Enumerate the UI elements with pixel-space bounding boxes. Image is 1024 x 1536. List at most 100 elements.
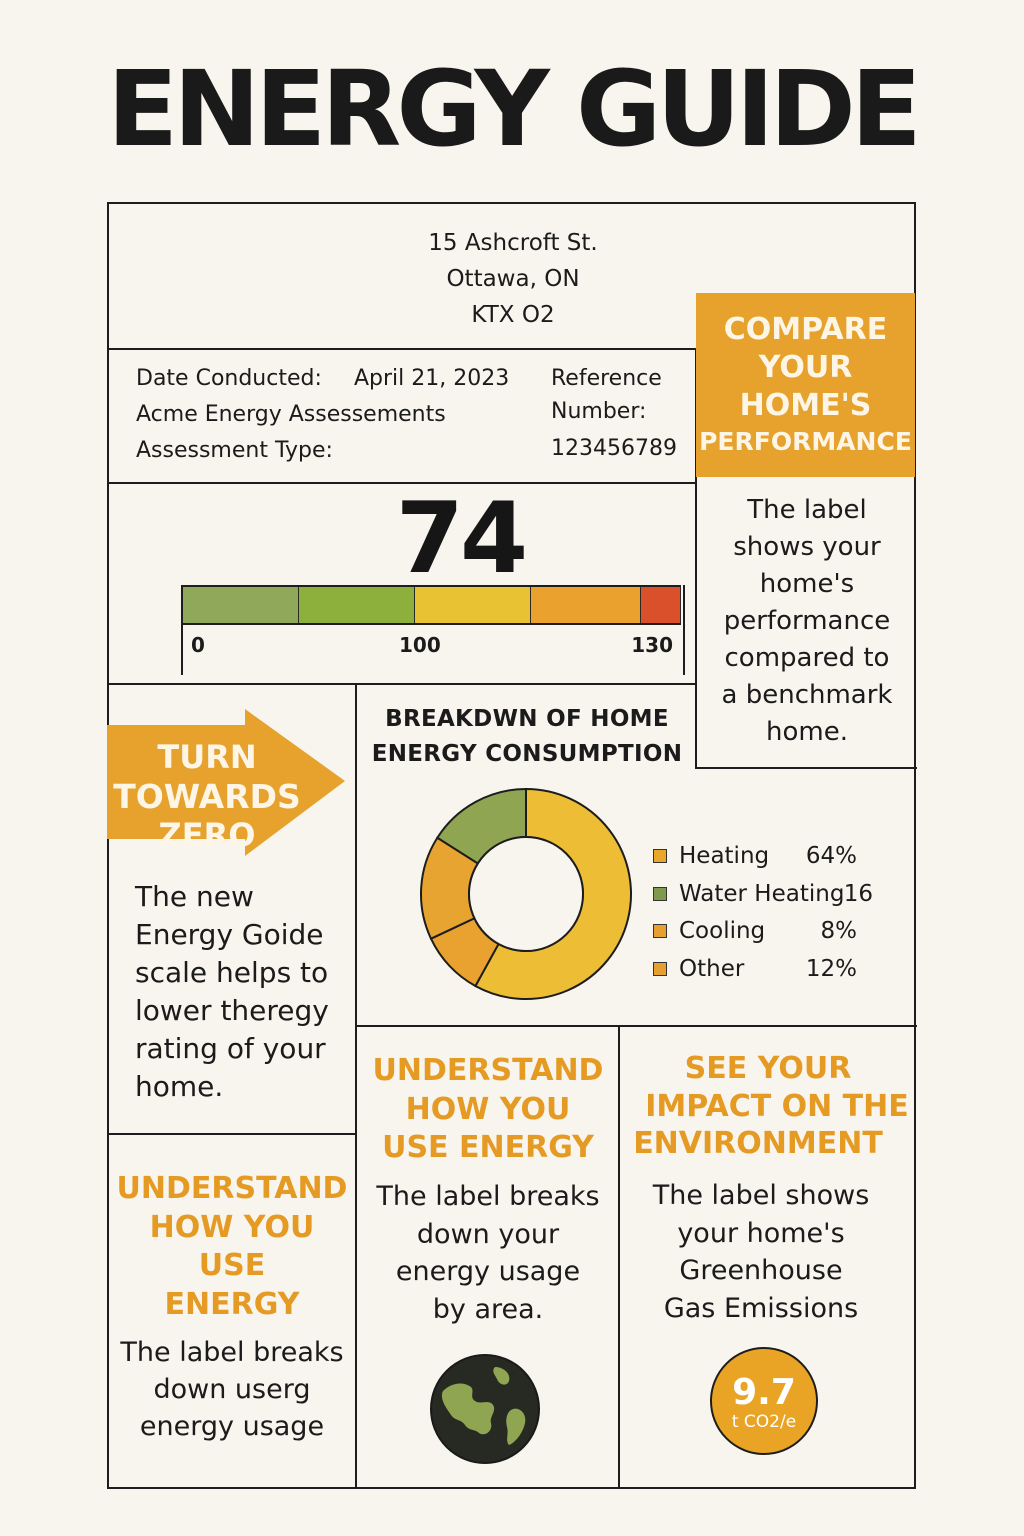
- divider: [695, 348, 697, 769]
- scale-segment: [299, 587, 415, 623]
- text-line: Gas Emissions: [663, 1292, 859, 1324]
- turn-line: The new: [135, 880, 254, 913]
- date-value: April 21, 2023: [354, 366, 510, 391]
- breakdown-title: BREAKDWN OF HOME ENERGY CONSUMPTION: [358, 702, 696, 772]
- legend-swatch: [653, 924, 667, 938]
- address-line: KTX O2: [471, 302, 555, 328]
- heading-line: SEE YOUR: [684, 1051, 852, 1086]
- divider: [696, 767, 917, 769]
- text-line: by area.: [432, 1293, 544, 1325]
- divider: [355, 683, 357, 1489]
- heading-line: USE: [198, 1248, 266, 1283]
- divider: [107, 348, 697, 350]
- environment-description: The label shows your home's Greenhouse G…: [620, 1177, 902, 1327]
- legend-swatch: [653, 849, 667, 863]
- energy-donut-chart: [420, 787, 632, 1000]
- scale-segment: [641, 587, 681, 623]
- legend-item: Heating 64%: [653, 838, 883, 876]
- turn-heading-line: ZERO: [158, 816, 256, 854]
- scale-segment: [531, 587, 641, 623]
- scale-tick-label: 0: [191, 633, 205, 657]
- heading-line: ENVIRONMENT: [633, 1126, 883, 1161]
- text-line: The label shows: [652, 1180, 870, 1211]
- compare-heading: YOUR: [758, 350, 853, 385]
- text-line: energy usage: [395, 1256, 581, 1287]
- globe-icon: [430, 1354, 540, 1464]
- heading-line: ENERGY: [164, 1286, 300, 1322]
- compare-heading-box: COMPARE YOUR HOME'S PERFORMANCE: [696, 293, 915, 477]
- legend-value: 64%: [805, 843, 857, 869]
- legend-item: Cooling 8%: [653, 913, 883, 951]
- text-line: Greenhouse: [679, 1255, 843, 1286]
- turn-line: home.: [135, 1070, 224, 1103]
- emissions-badge: 9.7 t CO2/e: [710, 1347, 818, 1455]
- legend-swatch: [653, 961, 667, 976]
- scale-tick-label: 100: [399, 633, 441, 657]
- use-energy-heading: UNDERSTAND HOW YOU USE ENERGY: [107, 1170, 357, 1324]
- energy-rating-score: 74: [395, 482, 528, 596]
- legend-label: Water Heating: [679, 880, 845, 907]
- turn-line: rating of your: [135, 1032, 326, 1065]
- address-block: 15 Ashcroft St. Ottawa, ON KTX O2: [108, 225, 918, 333]
- use-energy-description: The label breaks down userg energy usage: [107, 1334, 357, 1445]
- compare-line: home.: [766, 717, 848, 747]
- heading-line: HOW YOU: [405, 1091, 571, 1127]
- legend-label: Cooling: [679, 918, 766, 944]
- text-line: down userg: [153, 1374, 311, 1405]
- heading-line: UNDERSTAND: [116, 1171, 348, 1206]
- donut-hole: [468, 836, 584, 952]
- turn-line: scale helps to: [135, 956, 329, 989]
- legend-item: Other 12%: [653, 951, 883, 989]
- scale-tick-label: 130: [631, 633, 673, 657]
- use-energy-heading: UNDERSTAND HOW YOU USE ENERGY: [357, 1052, 619, 1168]
- turn-heading-line: TOWARDS: [113, 777, 301, 816]
- reference-label: Reference: [551, 366, 662, 391]
- legend-swatch: [653, 886, 667, 901]
- legend-label: Heating: [679, 843, 770, 869]
- divider: [356, 1025, 917, 1027]
- emissions-value: 9.7: [732, 1372, 796, 1413]
- compare-line: performance: [723, 606, 891, 636]
- breakdown-title-line: ENERGY CONSUMPTION: [371, 741, 683, 767]
- page-title: ENERGY GUIDE: [107, 48, 922, 170]
- divider: [107, 482, 697, 484]
- legend-label: Other: [679, 955, 745, 982]
- text-line: down your: [416, 1218, 560, 1250]
- reference-number: 123456789: [551, 436, 677, 461]
- legend-value: 12%: [805, 955, 857, 982]
- compare-line: home's: [759, 569, 855, 599]
- legend-value: 16: [843, 880, 873, 907]
- rating-scale-bar: [183, 585, 681, 625]
- divider: [107, 1133, 357, 1135]
- text-line: energy usage: [139, 1411, 325, 1442]
- address-line: Ottawa, ON: [446, 266, 580, 292]
- heading-line: USE ENERGY: [382, 1130, 594, 1165]
- label-frame: [107, 202, 916, 1489]
- turn-description: The new Energy Goide scale helps to lowe…: [135, 878, 345, 1106]
- emissions-unit: t CO2/e: [731, 1412, 797, 1432]
- turn-heading: TURN TOWARDS ZERO: [112, 738, 302, 855]
- compare-line: a benchmark: [721, 680, 893, 710]
- scale-segment: [415, 587, 531, 623]
- heading-line: UNDERSTAND: [372, 1053, 604, 1088]
- assessment-type-label: Assessment Type:: [136, 438, 333, 463]
- address-line: 15 Ashcroft St.: [428, 230, 598, 256]
- legend-item: Water Heating 16: [653, 876, 883, 914]
- compare-heading: COMPARE: [723, 312, 888, 347]
- scale-segment: [183, 587, 299, 623]
- reference-label: Number:: [551, 399, 647, 424]
- assessor-company: Acme Energy Assessements: [136, 402, 446, 427]
- compare-line: compared to: [724, 643, 890, 673]
- divider: [107, 683, 697, 685]
- environment-heading: SEE YOUR IMPACT ON THE ENVIRONMENT: [620, 1050, 916, 1163]
- compare-heading: HOME'S: [739, 388, 872, 423]
- chart-legend: Heating 64% Water Heating 16 Cooling 8% …: [653, 838, 883, 988]
- date-label: Date Conducted:: [136, 366, 322, 391]
- text-line: The label breaks: [120, 1337, 344, 1368]
- heading-line: HOW YOU: [149, 1209, 315, 1245]
- text-line: your home's: [677, 1217, 845, 1249]
- turn-line: lower theregy: [135, 994, 329, 1027]
- rating-scale: 0 100 130: [181, 585, 685, 675]
- compare-line: The label: [747, 495, 867, 525]
- legend-value: 8%: [820, 918, 858, 944]
